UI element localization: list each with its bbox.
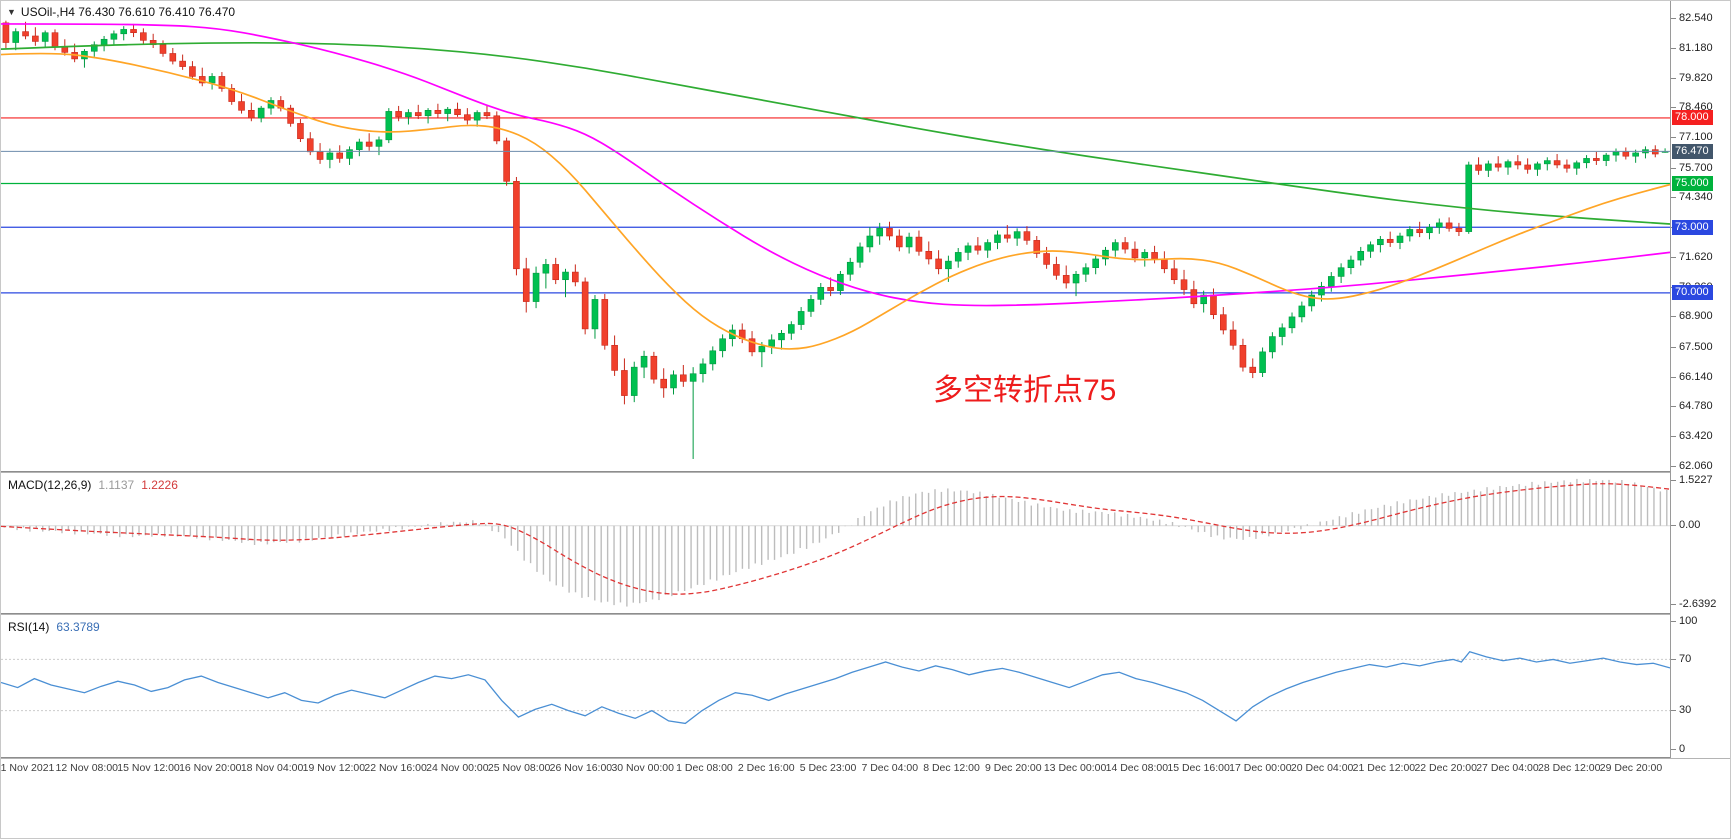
support-70-tag: 70.000 xyxy=(1672,285,1713,301)
panel-divider-macd-rsi[interactable] xyxy=(1,613,1730,615)
macd-signal-value: 1.2226 xyxy=(141,478,178,492)
macd-main-value: 1.1137 xyxy=(98,478,135,492)
time-axis-label: 15 Dec 16:00 xyxy=(1167,762,1230,774)
time-axis-label: 30 Nov 00:00 xyxy=(611,762,674,774)
time-axis-label: 17 Dec 00:00 xyxy=(1229,762,1292,774)
time-axis-label: 16 Nov 20:00 xyxy=(179,762,242,774)
time-axis-label: 14 Dec 08:00 xyxy=(1105,762,1169,774)
time-axis-label: 7 Dec 04:00 xyxy=(861,762,919,774)
rsi-label: RSI(14) 63.3789 xyxy=(8,620,100,634)
price-axis-label: 77.100 xyxy=(1671,131,1713,144)
price-axis-label: 64.780 xyxy=(1671,400,1713,413)
price-axis[interactable]: 82.540 81.180 79.820 78.460 77.100 75.700 74.3… xyxy=(1670,1,1730,758)
price-axis-label: 66.140 xyxy=(1671,370,1713,383)
chart-title-text: USOil-,H4 76.430 76.610 76.410 76.470 xyxy=(20,5,236,19)
macd-name: MACD(12,26,9) xyxy=(8,478,92,492)
time-axis-label: 12 Nov 08:00 xyxy=(55,762,118,774)
time-axis-label: 26 Nov 16:00 xyxy=(549,762,613,774)
time-axis-label: 2 Dec 16:00 xyxy=(737,762,795,774)
rsi-line xyxy=(1,651,1670,725)
rsi-name: RSI(14) xyxy=(8,620,50,634)
resistance-78-tag: 78.000 xyxy=(1672,110,1713,126)
time-axis-label: 28 Dec 12:00 xyxy=(1537,762,1601,774)
price-axis-label: 62.060 xyxy=(1671,459,1713,472)
price-axis-label: 68.900 xyxy=(1671,310,1713,323)
chart-annotation-text: 多空转折点75 xyxy=(933,374,1117,407)
pivot-75-tag: 75.000 xyxy=(1672,176,1713,192)
time-axis-label: 8 Dec 12:00 xyxy=(923,762,980,774)
price-axis-label: 79.820 xyxy=(1671,71,1713,84)
macd-axis-label: 1.5227 xyxy=(1671,473,1713,486)
time-axis-label: 21 Dec 12:00 xyxy=(1352,762,1416,774)
collapse-triangle-icon[interactable]: ▼ xyxy=(7,7,16,17)
rsi-axis-label: 30 xyxy=(1670,704,1692,717)
macd-indicator-chart[interactable] xyxy=(1,473,1670,613)
time-axis[interactable]: 11 Nov 2021 12 Nov 08:00 15 Nov 12:00 16 No… xyxy=(1,760,1670,782)
rsi-value: 63.3789 xyxy=(56,620,100,634)
time-axis-label: 11 Nov 2021 xyxy=(0,762,55,774)
rsi-axis-label: 0 xyxy=(1670,742,1686,755)
time-axis-label: 15 Nov 12:00 xyxy=(117,762,180,774)
support-73-tag: 73.000 xyxy=(1672,219,1713,235)
time-axis-label: 25 Nov 08:00 xyxy=(487,762,551,774)
price-axis-label: 74.340 xyxy=(1671,191,1713,204)
rsi-axis-label: 70 xyxy=(1670,652,1692,665)
macd-signal-line xyxy=(1,483,1670,595)
time-axis-label: 5 Dec 23:00 xyxy=(799,762,857,774)
rsi-axis-label: 100 xyxy=(1670,614,1698,627)
price-axis-label: 78.460 xyxy=(1671,101,1713,114)
rsi-indicator-chart[interactable] xyxy=(1,615,1670,757)
time-axis-label: 13 Dec 00:00 xyxy=(1043,762,1107,774)
panel-divider-rsi-time[interactable] xyxy=(1,757,1730,759)
ma-slow-green xyxy=(1,41,1670,225)
ma-fast-orange xyxy=(1,52,1670,350)
time-axis-label: 22 Dec 20:00 xyxy=(1414,762,1477,774)
price-axis-label: 81.180 xyxy=(1671,41,1713,54)
time-axis-label: 19 Nov 12:00 xyxy=(302,762,366,774)
time-axis-label: 9 Dec 20:00 xyxy=(984,762,1042,774)
macd-axis-label: -2.6392 xyxy=(1670,598,1717,611)
time-axis-label: 22 Nov 16:00 xyxy=(364,762,427,774)
time-axis-label: 1 Dec 08:00 xyxy=(676,762,733,774)
macd-axis-label: 0.00 xyxy=(1670,519,1701,532)
price-axis-label: 71.620 xyxy=(1671,250,1713,263)
price-axis-label: 75.700 xyxy=(1671,161,1713,174)
macd-label: MACD(12,26,9) 1.1137 1.2226 xyxy=(8,478,178,492)
price-axis-label: 63.420 xyxy=(1671,430,1713,443)
time-axis-label: 24 Nov 00:00 xyxy=(426,762,489,774)
ma-mid-magenta xyxy=(1,23,1670,307)
price-axis-label: 67.500 xyxy=(1671,340,1713,353)
main-price-chart[interactable] xyxy=(1,1,1670,471)
time-axis-label: 27 Dec 04:00 xyxy=(1476,762,1539,774)
panel-divider-main-macd[interactable] xyxy=(1,471,1730,473)
time-axis-label: 29 Dec 20:00 xyxy=(1599,762,1663,774)
time-axis-label: 18 Nov 04:00 xyxy=(240,762,304,774)
price-axis-label: 82.540 xyxy=(1671,12,1713,25)
chart-title: ▼ USOil-,H4 76.430 76.610 76.410 76.470 xyxy=(7,5,235,19)
current-price-tag: 76.470 xyxy=(1672,143,1713,159)
time-axis-label: 20 Dec 04:00 xyxy=(1290,762,1354,774)
